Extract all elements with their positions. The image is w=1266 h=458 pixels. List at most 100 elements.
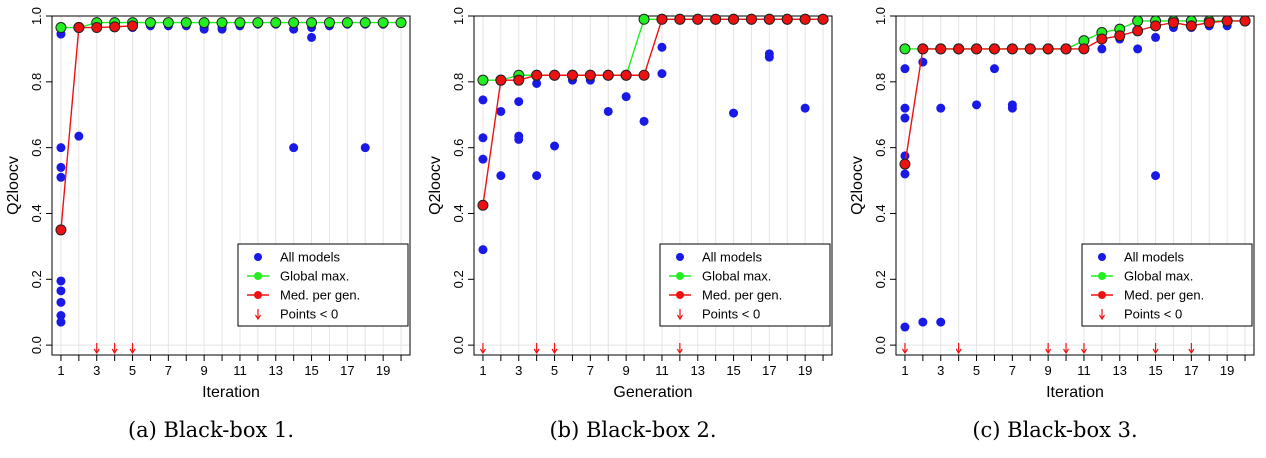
x-tick-label: 13 <box>269 363 283 378</box>
y-tick-label: 1.0 <box>29 7 44 25</box>
all-models-point <box>1151 32 1161 42</box>
below-zero-arrowhead <box>676 348 683 355</box>
x-tick-label: 3 <box>515 363 522 378</box>
median-point <box>91 22 103 34</box>
x-tick-label: 17 <box>762 363 776 378</box>
all-models-point <box>360 143 370 153</box>
chart-caption-b: (b) Black-box 2. <box>549 418 717 442</box>
x-tick-label: 13 <box>691 363 705 378</box>
median-point <box>1221 15 1233 27</box>
global-max-point <box>288 17 300 29</box>
x-tick-label: 3 <box>93 363 100 378</box>
all-models-point <box>1133 44 1143 54</box>
all-models-point <box>900 169 910 179</box>
legend-marker-median <box>676 291 684 299</box>
legend-label-all_models: All models <box>280 250 340 265</box>
all-models-point <box>621 92 631 102</box>
median-point <box>1203 17 1215 29</box>
median-point <box>1078 43 1090 55</box>
legend-marker-all-models <box>254 253 262 261</box>
legend-label-points_below: Points < 0 <box>1124 307 1182 322</box>
median-point <box>1150 20 1162 32</box>
median-point <box>763 13 775 25</box>
y-axis-title: Q2loocv <box>849 156 866 215</box>
x-tick-label: 5 <box>973 363 980 378</box>
all-models-point <box>729 108 739 118</box>
global-max-point <box>377 17 389 29</box>
x-tick-label: 15 <box>726 363 740 378</box>
y-tick-label: 0.4 <box>451 204 466 222</box>
median-point <box>728 13 740 25</box>
chart-panel-c: 1 3 5 7 9 11 13 15 17 19 0.0 0.2 0.4 0.6 0.8 1.0 Iterati… <box>844 0 1266 458</box>
median-point <box>1042 43 1054 55</box>
median-point <box>1132 25 1144 37</box>
y-tick-label: 0.6 <box>873 139 888 157</box>
chart-b: 1 3 5 7 9 11 13 15 17 190.00.20.40.60.81.0Generat… <box>427 7 833 401</box>
legend-label-points_below: Points < 0 <box>280 307 338 322</box>
y-tick-label: 0.0 <box>29 336 44 354</box>
y-axis-title: Q2loocv <box>5 156 22 215</box>
global-max-point <box>55 22 67 34</box>
all-models-point <box>936 317 946 327</box>
median-point <box>656 13 668 25</box>
chart-panel-a: 1 3 5 7 9 11 13 15 17 19 0.0 0.2 0.4 0.6 0.8 1.0 Iterati… <box>0 0 422 458</box>
x-axis-title: Iteration <box>1046 384 1104 401</box>
all-models-point <box>478 154 488 164</box>
plot-frame <box>51 15 411 356</box>
legend-label-points_below: Points < 0 <box>702 307 760 322</box>
y-tick-label: 0.4 <box>873 204 888 222</box>
all-models-point <box>1151 171 1161 181</box>
legend-arrowhead <box>676 314 684 321</box>
legend-marker-global_max <box>676 272 684 280</box>
median-point <box>799 13 811 25</box>
median-point <box>781 13 793 25</box>
x-axis-title: Generation <box>613 384 692 401</box>
all-models-point <box>764 52 774 62</box>
global-max-point <box>198 17 210 29</box>
y-tick-label: 0.2 <box>29 270 44 288</box>
legend-label-global_max: Global max. <box>1124 269 1193 284</box>
median-point <box>620 69 632 81</box>
y-tick-label: 0.0 <box>873 336 888 354</box>
legend-label-global_max: Global max. <box>280 269 349 284</box>
chart-caption-a: (a) Black-box 1. <box>127 418 295 442</box>
legend-box <box>659 243 831 327</box>
median-point <box>109 21 121 33</box>
plot-frame <box>473 15 833 356</box>
median-point <box>710 13 722 25</box>
x-tick-label: 17 <box>340 363 354 378</box>
global-max-point <box>477 74 489 86</box>
legend-label-all_models: All models <box>702 250 762 265</box>
global-max-point <box>234 17 246 29</box>
legend-marker-global_max <box>254 272 262 280</box>
x-tick-label: 13 <box>1113 363 1127 378</box>
x-tick-label: 9 <box>1045 363 1052 378</box>
x-tick-label: 9 <box>201 363 208 378</box>
median-point <box>1114 30 1126 42</box>
all-models-point <box>56 276 66 286</box>
all-models-point <box>56 162 66 172</box>
all-models-point <box>478 95 488 105</box>
legend-marker-all-models <box>676 253 684 261</box>
below-zero-arrowhead <box>955 348 962 355</box>
legend-marker-global_max <box>1098 272 1106 280</box>
median-point <box>602 69 614 81</box>
all-models-point <box>900 322 910 332</box>
all-models-point <box>56 286 66 296</box>
all-models-point <box>936 103 946 113</box>
legend-label-global_max: Global max. <box>702 269 771 284</box>
below-zero-arrowhead <box>533 348 540 355</box>
x-tick-label: 9 <box>623 363 630 378</box>
y-tick-label: 1.0 <box>451 7 466 25</box>
median-point <box>531 69 543 81</box>
below-zero-arrowhead <box>1188 348 1195 355</box>
x-tick-label: 19 <box>1220 363 1234 378</box>
all-models-point <box>56 311 66 321</box>
global-max-point <box>216 17 228 29</box>
legend-box <box>1081 243 1253 327</box>
median-point <box>477 199 489 211</box>
median-point <box>513 74 525 86</box>
all-models-point <box>56 143 66 153</box>
y-tick-label: 0.4 <box>29 204 44 222</box>
global-max-point <box>306 17 318 29</box>
